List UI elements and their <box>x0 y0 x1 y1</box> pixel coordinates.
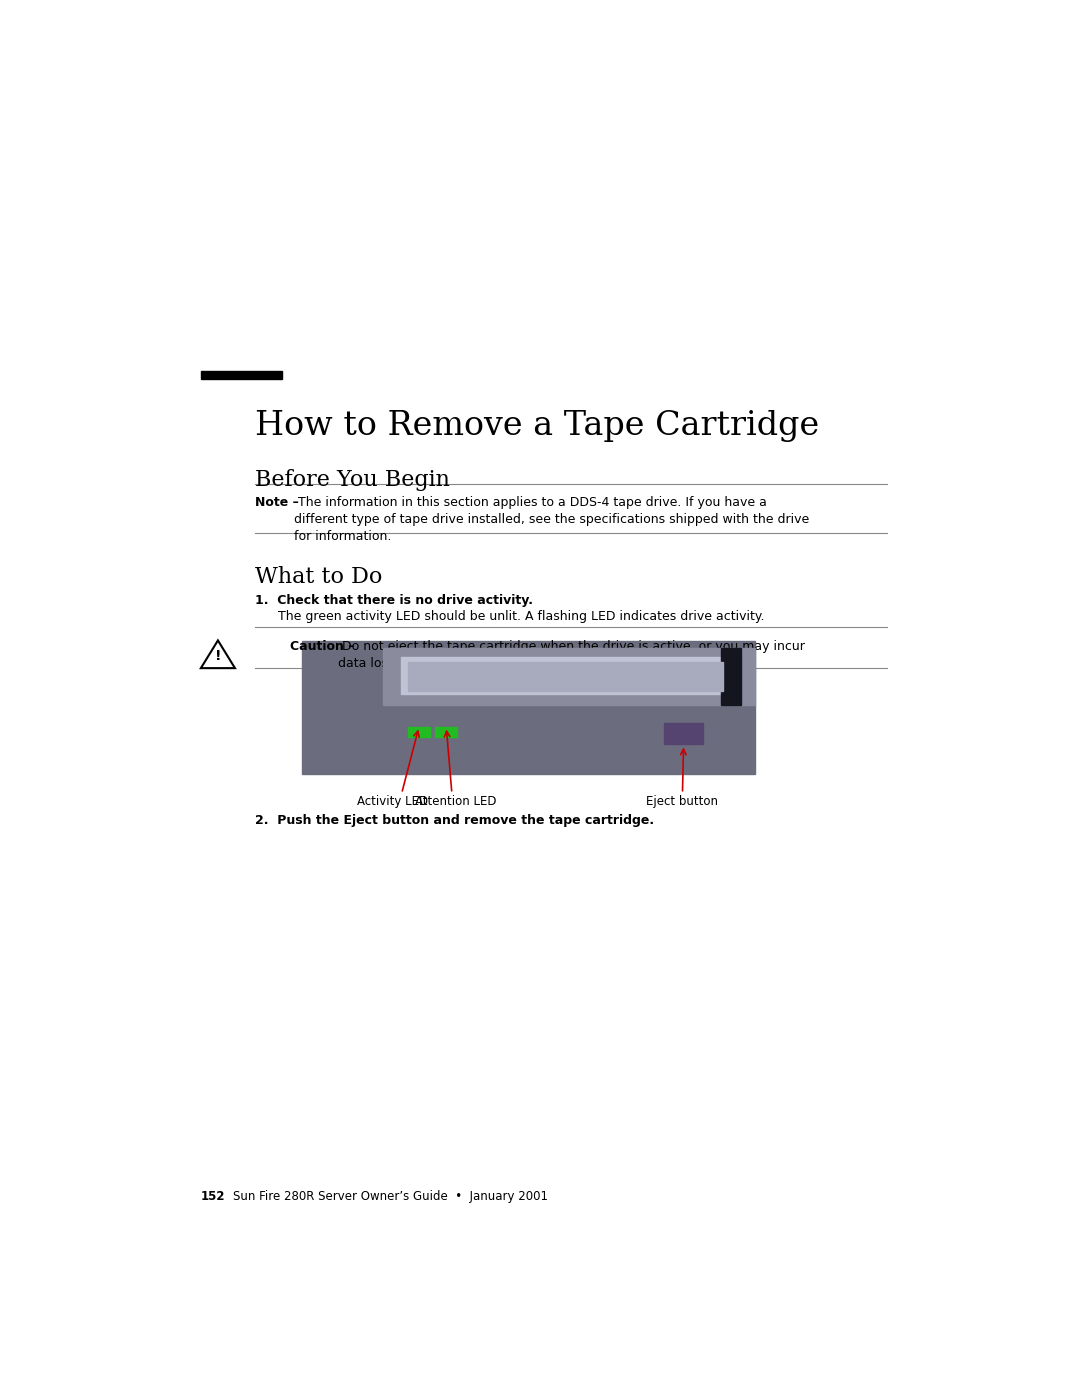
Text: Do not eject the tape cartridge when the drive is active, or you may incur
data : Do not eject the tape cartridge when the… <box>338 640 805 671</box>
Text: Note –: Note – <box>255 496 299 510</box>
Bar <box>383 648 755 704</box>
Text: Before You Begin: Before You Begin <box>255 469 450 490</box>
Bar <box>435 726 457 736</box>
Text: How to Remove a Tape Cartridge: How to Remove a Tape Cartridge <box>255 411 820 443</box>
Text: Attention LED: Attention LED <box>415 795 497 809</box>
Text: The information in this section applies to a DDS-4 tape drive. If you have a
dif: The information in this section applies … <box>294 496 809 543</box>
Bar <box>408 662 724 692</box>
Text: 152: 152 <box>201 1190 226 1203</box>
Text: Activity LED: Activity LED <box>356 795 428 809</box>
Bar <box>402 657 728 694</box>
Bar <box>664 722 703 745</box>
Bar <box>201 370 282 380</box>
Text: 1.  Check that there is no drive activity.: 1. Check that there is no drive activity… <box>255 594 534 608</box>
Bar <box>301 641 755 774</box>
Bar <box>408 726 430 736</box>
Text: Eject button: Eject button <box>647 795 718 809</box>
Text: The green activity LED should be unlit. A flashing LED indicates drive activity.: The green activity LED should be unlit. … <box>279 609 765 623</box>
Text: What to Do: What to Do <box>255 566 382 588</box>
Text: Caution –: Caution – <box>291 640 354 654</box>
Text: Sun Fire 280R Server Owner’s Guide  •  January 2001: Sun Fire 280R Server Owner’s Guide • Jan… <box>233 1190 549 1203</box>
Bar <box>721 648 741 704</box>
Text: !: ! <box>215 648 221 662</box>
Text: 2.  Push the Eject button and remove the tape cartridge.: 2. Push the Eject button and remove the … <box>255 813 654 827</box>
